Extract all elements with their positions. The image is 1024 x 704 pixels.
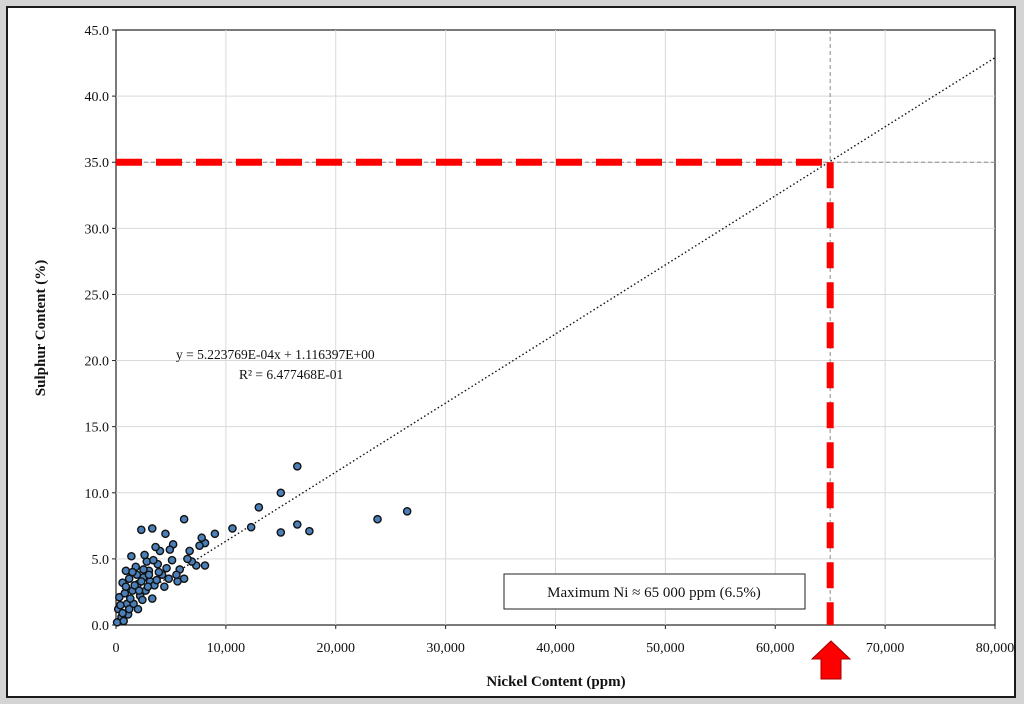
data-point — [119, 616, 128, 626]
data-point — [195, 541, 204, 550]
annotation-box: Maximum Ni ≈ 65 000 ppm (6.5%) — [503, 573, 806, 610]
scatter-chart: 0 10,000 20,000 30,000 40,000 50,000 60,000 70,… — [33, 24, 1014, 690]
x-tick-label: 10,000 — [207, 641, 246, 656]
trendline-r-squared: R² = 6.477468E-01 — [239, 367, 343, 382]
data-point — [136, 525, 146, 535]
data-point — [136, 577, 146, 586]
y-tick-label: 10.0 — [85, 487, 110, 502]
data-point — [128, 567, 137, 577]
data-point — [305, 526, 314, 536]
data-point — [140, 550, 149, 560]
data-point — [147, 594, 157, 603]
x-axis-title: Nickel Content (ppm) — [486, 674, 625, 690]
data-point — [118, 608, 127, 618]
x-tick-label: 80,000 — [976, 641, 1014, 656]
data-point — [139, 565, 148, 574]
y-tick-label: 35.0 — [85, 156, 110, 171]
data-point — [134, 586, 144, 595]
data-point — [292, 520, 302, 529]
data-point — [160, 582, 169, 591]
data-point — [276, 528, 286, 537]
reference-lines — [116, 158, 834, 625]
x-tick-label: 0 — [113, 641, 120, 656]
data-point — [125, 594, 135, 603]
x-tick-label: 60,000 — [756, 641, 795, 656]
data-point — [200, 561, 210, 570]
x-tick-label: 40,000 — [536, 641, 575, 656]
data-point — [179, 514, 189, 524]
data-points — [112, 462, 412, 627]
y-tick-label: 20.0 — [85, 355, 110, 370]
data-point — [130, 581, 139, 590]
data-point — [152, 575, 161, 585]
data-point — [185, 546, 194, 556]
data-point — [149, 555, 158, 565]
data-point — [210, 529, 220, 539]
data-point — [228, 524, 237, 533]
data-point — [121, 582, 131, 591]
annotation-text: Maximum Ni ≈ 65 000 ppm (6.5%) — [547, 585, 761, 601]
data-point — [144, 570, 154, 580]
data-point — [246, 522, 256, 532]
x-tick-label: 50,000 — [646, 641, 685, 656]
data-point — [292, 462, 302, 471]
data-point — [373, 514, 382, 524]
data-point — [133, 604, 143, 614]
data-point — [138, 595, 147, 605]
y-tick-label: 0.0 — [92, 619, 110, 634]
y-tick-label: 40.0 — [85, 90, 110, 105]
y-axis-title: Sulphur Content (%) — [33, 260, 49, 396]
y-tick-label: 5.0 — [92, 553, 110, 568]
data-point — [116, 600, 125, 610]
data-point — [276, 488, 286, 498]
x-tick-label: 70,000 — [866, 641, 905, 656]
data-point — [183, 554, 192, 564]
chart-frame: 0 10,000 20,000 30,000 40,000 50,000 60,000 70,… — [6, 6, 1016, 698]
data-point — [161, 529, 170, 539]
y-tick-label: 25.0 — [85, 288, 110, 303]
trendline — [115, 57, 996, 611]
y-tick-label: 45.0 — [85, 24, 110, 39]
x-axis-ticks: 0 10,000 20,000 30,000 40,000 50,000 60,000 70,… — [113, 625, 1014, 656]
x-tick-label: 30,000 — [426, 641, 465, 656]
data-point — [402, 506, 412, 516]
data-point — [124, 574, 134, 584]
gridlines — [116, 30, 995, 625]
y-tick-label: 30.0 — [85, 222, 110, 237]
trendline-group — [115, 57, 996, 611]
data-point — [162, 563, 171, 573]
y-axis-ticks: 0.0 5.0 10.0 15.0 20.0 25.0 30.0 35.0 40.0 45.0 — [85, 24, 116, 634]
y-tick-label: 15.0 — [85, 421, 110, 436]
data-point — [197, 533, 207, 543]
data-point — [172, 570, 181, 580]
data-point — [167, 555, 177, 565]
data-point — [254, 503, 264, 512]
data-point — [127, 551, 136, 561]
trendline-equation: y = 5.223769E-04x + 1.116397E+00 — [176, 347, 375, 362]
x-tick-label: 20,000 — [317, 641, 356, 656]
data-point — [164, 574, 174, 584]
data-point — [151, 542, 160, 552]
up-arrow-icon — [810, 640, 852, 680]
data-point — [154, 567, 164, 577]
data-point — [143, 582, 153, 591]
data-point — [147, 524, 157, 533]
data-point — [165, 545, 175, 554]
data-point — [124, 604, 134, 614]
